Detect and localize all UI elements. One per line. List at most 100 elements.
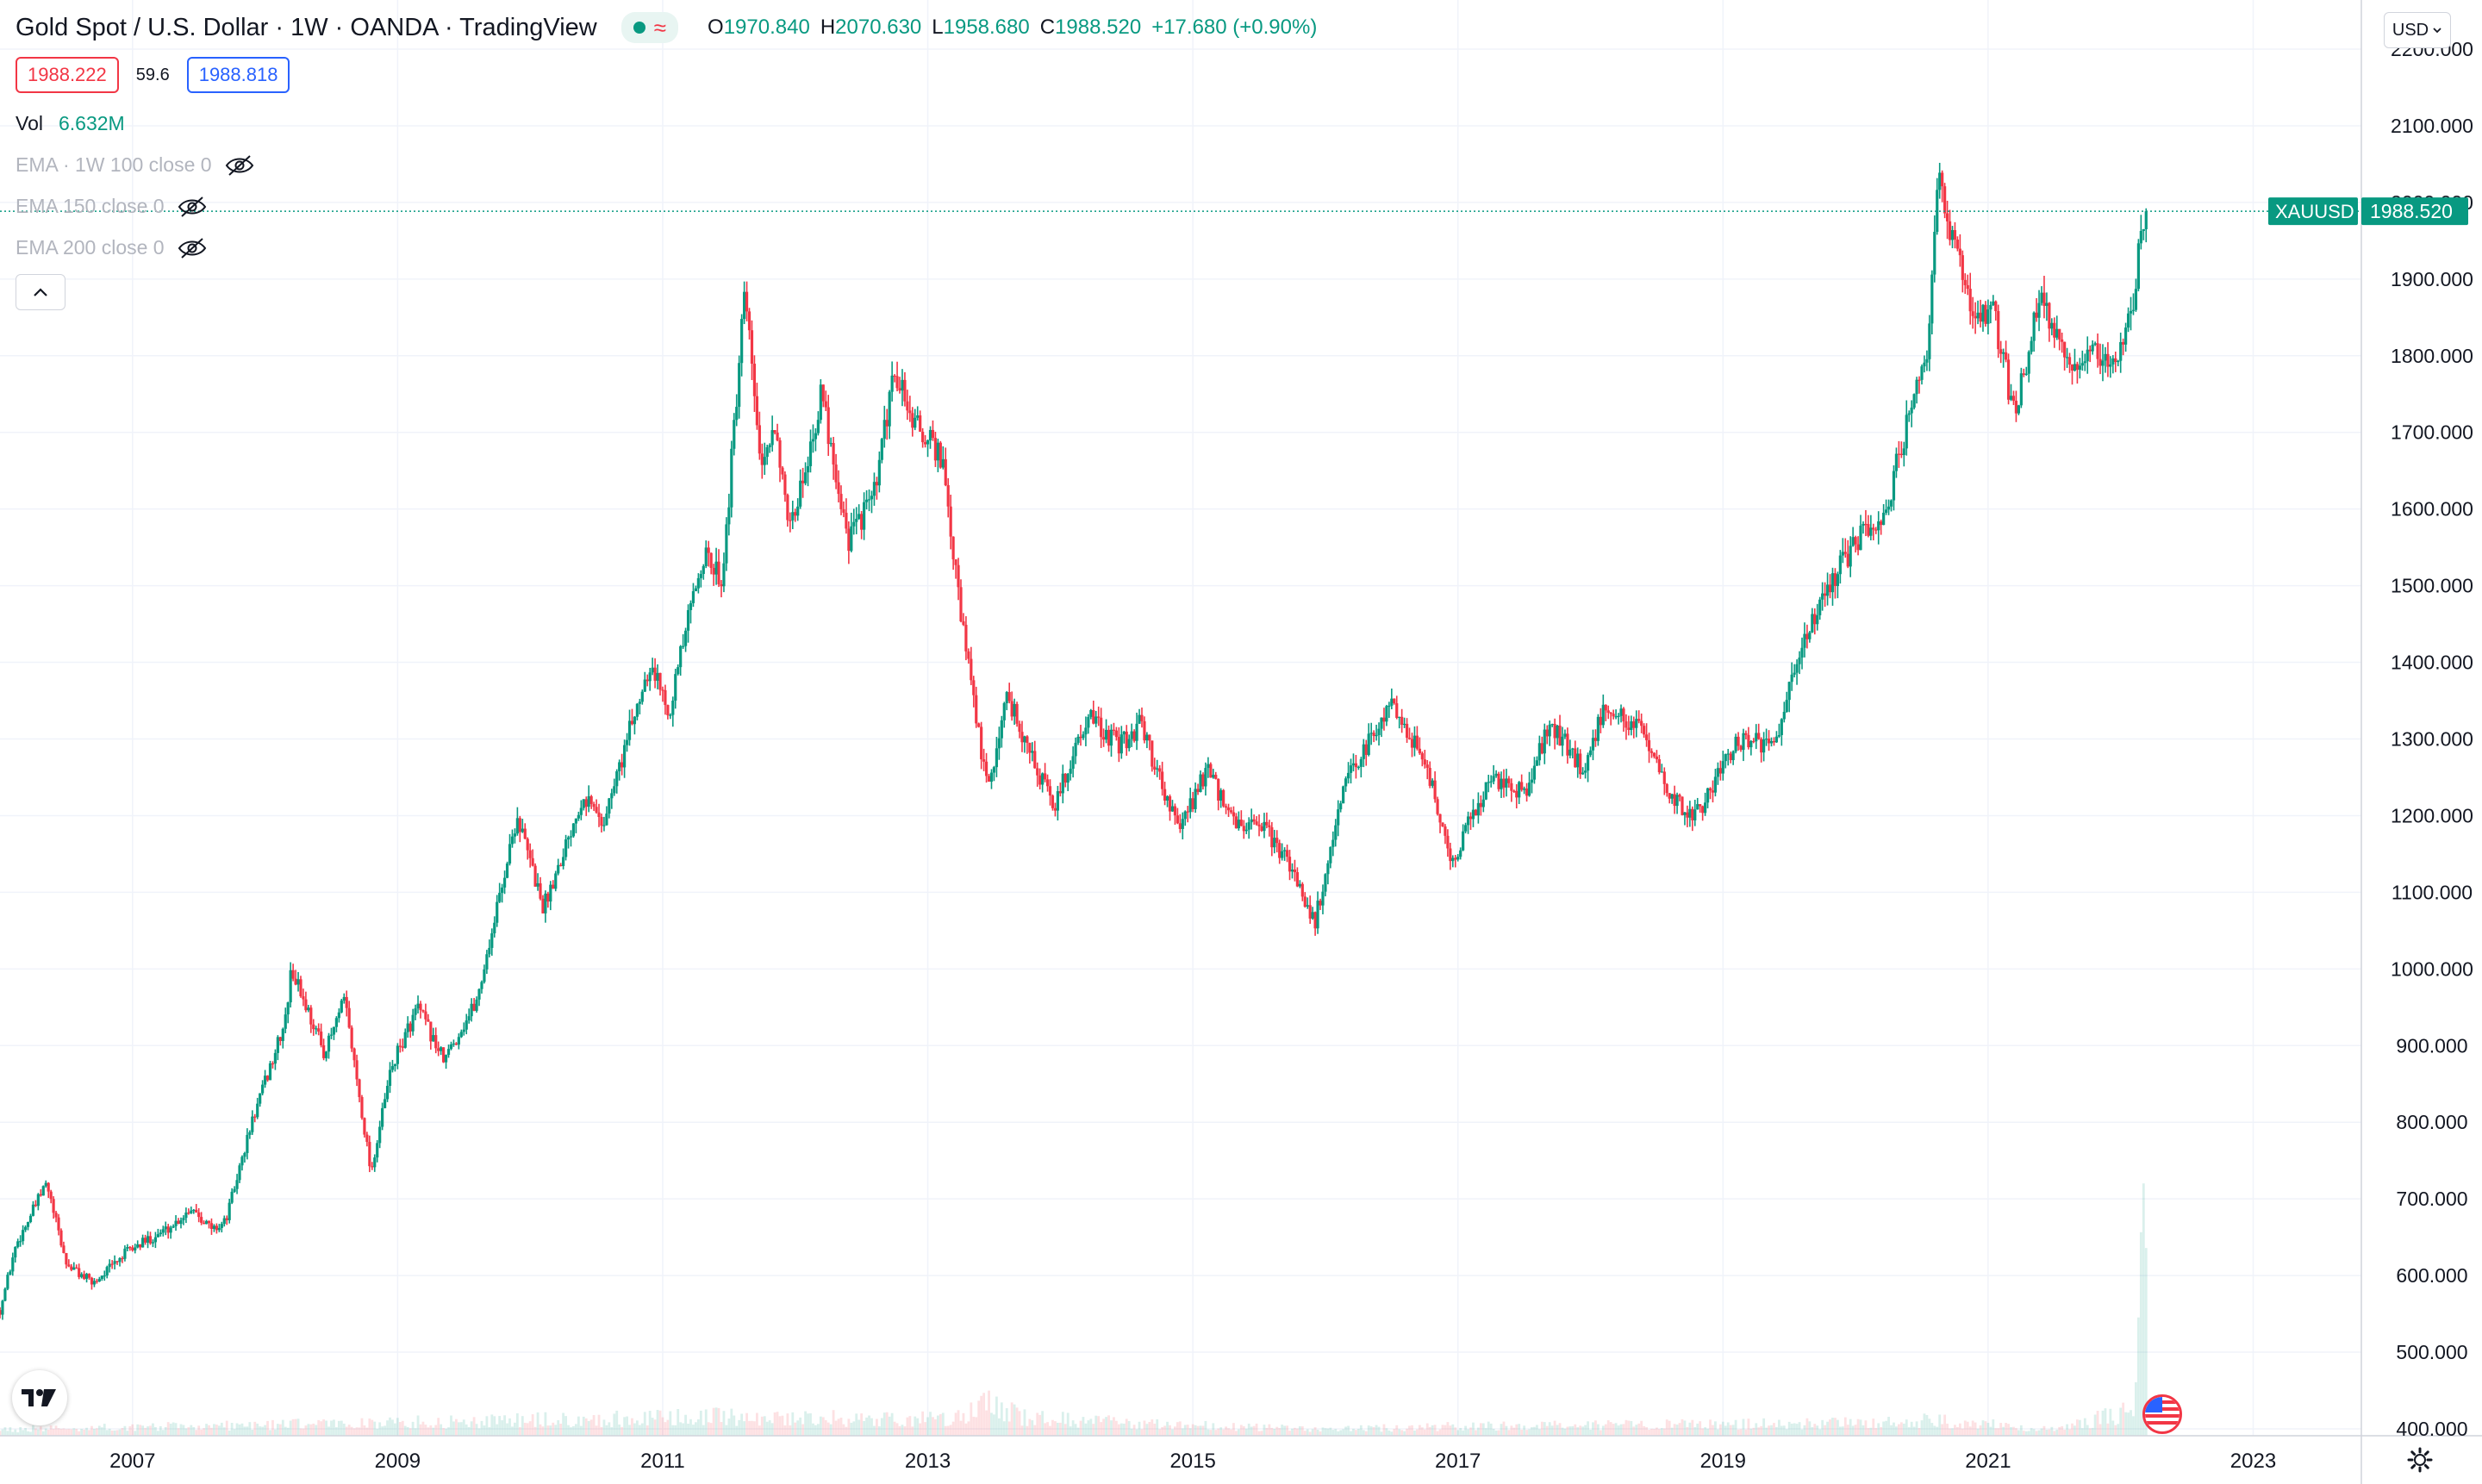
volume-bar — [1645, 1427, 1648, 1436]
eye-crossed-icon[interactable] — [177, 196, 208, 218]
candle-body — [1398, 716, 1401, 719]
buy-button[interactable]: 1988.818 — [186, 57, 290, 93]
candle-body — [1862, 523, 1865, 526]
candle-body — [327, 1035, 331, 1052]
candle-body — [1824, 593, 1827, 596]
candle-body — [47, 1182, 50, 1192]
candle-body — [1912, 394, 1916, 408]
volume-bar — [184, 1428, 188, 1436]
volume-bar — [2139, 1231, 2142, 1436]
candle-body — [1510, 783, 1513, 791]
candle-body — [19, 1241, 22, 1243]
candle-body — [1649, 751, 1654, 753]
candle-body — [2136, 243, 2140, 290]
currency-selector[interactable]: USD — [2384, 12, 2451, 48]
sell-button[interactable]: 1988.222 — [16, 57, 119, 93]
volume-bar — [1816, 1425, 1819, 1436]
volume-bar — [1716, 1429, 1719, 1436]
volume-bar — [857, 1419, 861, 1436]
volume-bar — [1232, 1423, 1235, 1436]
tradingview-logo-icon[interactable] — [12, 1370, 67, 1425]
volume-bar — [1851, 1425, 1855, 1436]
eye-crossed-icon[interactable] — [177, 237, 208, 259]
candle-body — [1894, 453, 1899, 471]
indicator-ema-150[interactable]: EMA 150 close 0 — [16, 195, 208, 218]
volume-bar — [1369, 1426, 1373, 1436]
candle-body — [309, 1007, 313, 1025]
indicator-ema-100[interactable]: EMA · 1W 100 close 0 — [16, 153, 255, 177]
volume-bar — [975, 1417, 978, 1436]
candle-body — [1481, 799, 1485, 807]
candle-body — [156, 1234, 159, 1238]
volume-bar — [470, 1421, 473, 1436]
candle-body — [1403, 723, 1406, 726]
candle-body — [1356, 766, 1360, 769]
volume-bar — [1479, 1423, 1482, 1436]
candle-body — [1156, 768, 1159, 770]
volume-bar — [1362, 1430, 1365, 1436]
y-tick-label: 1900.000 — [2391, 268, 2473, 290]
volume-bar — [235, 1423, 239, 1436]
volume-bar — [829, 1424, 833, 1436]
indicator-ema-200[interactable]: EMA 200 close 0 — [16, 236, 208, 259]
candle-body — [440, 1047, 443, 1051]
volume-bar — [988, 1390, 990, 1436]
candle-body — [1867, 524, 1870, 536]
volume-bar — [1270, 1427, 1274, 1436]
volume-bar — [834, 1420, 838, 1436]
symbol-tag: XAUUSD — [2275, 201, 2354, 222]
candle-body — [566, 837, 571, 840]
market-status[interactable]: ≈ — [620, 12, 679, 43]
volume-bar — [1451, 1424, 1455, 1436]
candle-body — [595, 807, 598, 813]
candle-body — [1568, 749, 1572, 756]
volume-bar — [1337, 1431, 1340, 1436]
volume-bar — [1856, 1419, 1860, 1436]
time-axis-bg[interactable] — [0, 1436, 2482, 1484]
volume-bar — [592, 1415, 596, 1436]
candle-body — [1545, 729, 1549, 737]
candle-body — [2061, 339, 2064, 342]
candle-body — [860, 514, 864, 530]
eye-crossed-icon[interactable] — [224, 154, 255, 177]
candle-body — [1955, 240, 1960, 249]
volume-bar — [702, 1425, 705, 1436]
gear-icon[interactable] — [2406, 1446, 2434, 1474]
volume-bar — [671, 1425, 675, 1436]
symbol-title[interactable]: Gold Spot / U.S. Dollar · 1W · OANDA · T… — [16, 13, 597, 41]
candle-body — [1574, 748, 1577, 768]
volume-bar — [340, 1420, 343, 1436]
low-value: 1958.680 — [943, 16, 1030, 39]
volume-bar — [2127, 1412, 2130, 1436]
price-axis-bg[interactable] — [2361, 0, 2482, 1484]
candle-body — [1532, 765, 1537, 780]
candle-body — [505, 863, 509, 878]
candle-body — [2091, 344, 2094, 352]
candle-body — [743, 291, 746, 320]
us-flag-icon[interactable] — [2142, 1394, 2182, 1434]
volume-bar — [727, 1419, 731, 1436]
volume-bar — [1431, 1425, 1434, 1436]
candle-body — [1543, 729, 1546, 754]
volume-bar — [105, 1430, 109, 1436]
volume-bar — [59, 1428, 63, 1436]
indicator-label: EMA · 1W 100 close 0 — [16, 153, 212, 176]
candle-body — [1505, 778, 1508, 788]
candle-body — [661, 689, 664, 691]
volume-bar — [582, 1416, 585, 1436]
volume-bar — [557, 1420, 560, 1436]
volume-bar — [1416, 1429, 1419, 1436]
volume-bar — [536, 1412, 539, 1436]
candle-body — [159, 1232, 162, 1235]
volume-bar — [1481, 1423, 1485, 1436]
candle-body — [126, 1247, 129, 1249]
volume-bar — [1968, 1426, 1972, 1436]
candle-body — [1224, 806, 1228, 808]
collapse-legend-button[interactable] — [16, 274, 65, 310]
volume-bar — [850, 1422, 853, 1436]
candle-body — [1074, 742, 1077, 757]
volume-legend[interactable]: Vol 6.632M — [16, 112, 125, 135]
candle-body — [1433, 780, 1437, 800]
candle-body — [579, 807, 583, 815]
